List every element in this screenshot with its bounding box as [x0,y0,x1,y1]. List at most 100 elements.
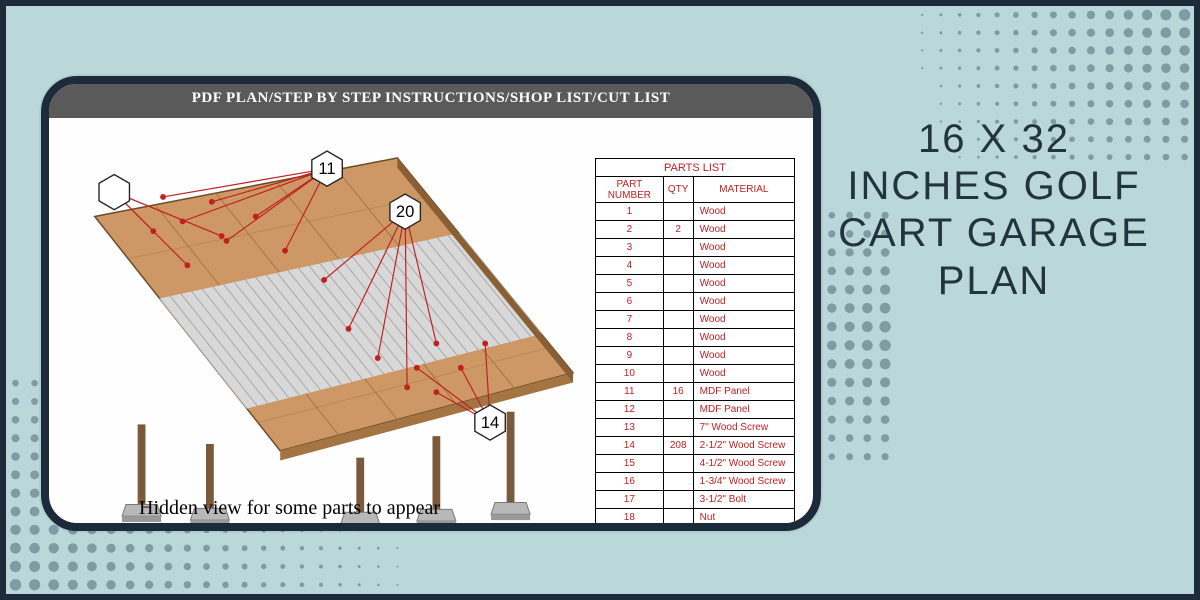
part-number-cell: 13 [596,419,664,437]
part-number-cell: 11 [596,383,664,401]
part-material-cell: Wood [693,275,794,293]
part-number-cell: 3 [596,239,664,257]
part-qty-cell [663,473,693,491]
footing [491,503,530,515]
part-material-cell: Wood [693,347,794,365]
part-material-cell: Nut [693,509,794,527]
part-material-cell: 4-1/2" Wood Screw [693,455,794,473]
part-material-cell: Wood [693,293,794,311]
part-number-cell: 6 [596,293,664,311]
callout-target-dot [433,389,439,395]
part-qty-cell [663,401,693,419]
plan-card: PDF PLAN/STEP BY STEP INSTRUCTIONS/SHOP … [41,76,821,531]
part-qty-cell: 16 [663,383,693,401]
callout-target-dot [209,199,215,205]
part-material-cell: 2-1/2" Wood Screw [693,437,794,455]
part-number-cell: 15 [596,455,664,473]
callout-target-dot [282,248,288,254]
part-qty-cell [663,311,693,329]
callout-label: 20 [396,202,414,221]
parts-list-row: 5 Wood [596,275,795,293]
plan-card-body: 112014 Hidden view for some parts to app… [49,84,813,523]
part-number-cell: 12 [596,401,664,419]
parts-list-row: 15 4-1/2" Wood Screw [596,455,795,473]
callout-target-dot [346,326,352,332]
parts-list-row: 16 1-3/4" Wood Screw [596,473,795,491]
title-line-4: PLAN [834,258,1154,305]
title-line-3: CART GARAGE [834,210,1154,257]
callout-target-dot [375,355,381,361]
parts-list-header: PART NUMBER [596,177,664,203]
part-qty-cell [663,491,693,509]
callout-target-dot [404,384,410,390]
callout-target-dot [458,365,464,371]
footing-base [417,521,456,524]
isometric-drawing: 11 20 14 Hidden view for some parts to app… [49,114,609,524]
part-qty-cell [663,329,693,347]
part-number-cell: 8 [596,329,664,347]
hidden-view-note: Hidden view for some parts to appear [139,497,440,520]
title-line-2: INCHES GOLF [834,163,1154,210]
parts-list-row: 6 Wood [596,293,795,311]
parts-list-row: 17 3-1/2" Bolt [596,491,795,509]
callout-target-dot [185,262,191,268]
part-qty-cell [663,239,693,257]
parts-list-row: 14 208 2-1/2" Wood Screw [596,437,795,455]
part-material-cell: Wood [693,365,794,383]
callout-target-dot [219,233,225,239]
infographic-frame: PDF PLAN/STEP BY STEP INSTRUCTIONS/SHOP … [0,0,1200,600]
part-material-cell: MDF Panel [693,401,794,419]
parts-list-row: 1 Wood [596,203,795,221]
callout-label: 14 [481,413,499,432]
callout-target-dot [321,277,327,283]
callout-label: 11 [318,159,335,178]
part-number-cell: 1 [596,203,664,221]
callout-target-dot [160,194,166,200]
parts-list-row: 11 16 MDF Panel [596,383,795,401]
part-number-cell: 16 [596,473,664,491]
parts-list-title: PARTS LIST [596,159,795,177]
part-material-cell: 1-3/4" Wood Screw [693,473,794,491]
callout-target-dot [433,340,439,346]
post [507,412,515,503]
parts-list-row: 9 Wood [596,347,795,365]
title-line-1: 16 X 32 [834,116,1154,163]
parts-list-header: MATERIAL [693,177,794,203]
parts-list-row: 8 Wood [596,329,795,347]
part-material-cell: Wood [693,221,794,239]
parts-list-row: 18 Nut [596,509,795,527]
parts-list-row: 7 Wood [596,311,795,329]
part-qty-cell [663,347,693,365]
part-material-cell: MDF Panel [693,383,794,401]
part-number-cell: 2 [596,221,664,239]
part-number-cell: 18 [596,509,664,527]
part-material-cell: 3-1/2" Bolt [693,491,794,509]
part-material-cell: Wood [693,329,794,347]
callout-target-dot [414,365,420,371]
parts-list-row: 13 7" Wood Screw [596,419,795,437]
parts-list-table: PARTS LISTPART NUMBERQTYMATERIAL 1 Wood … [595,158,795,527]
callout-hexagon [99,175,129,210]
parts-list-row: 3 Wood [596,239,795,257]
part-material-cell: Wood [693,239,794,257]
part-material-cell: 7" Wood Screw [693,419,794,437]
callout-target-dot [482,340,488,346]
part-number-cell: 10 [596,365,664,383]
isometric-svg: 11 20 14 [49,114,609,524]
parts-list-header: QTY [663,177,693,203]
parts-list-row: 4 Wood [596,257,795,275]
part-qty-cell [663,509,693,527]
part-number-cell: 4 [596,257,664,275]
footing-base [491,514,530,520]
part-number-cell: 7 [596,311,664,329]
part-qty-cell [663,257,693,275]
part-qty-cell: 2 [663,221,693,239]
part-qty-cell [663,455,693,473]
part-qty-cell [663,275,693,293]
main-title: 16 X 32 INCHES GOLF CART GARAGE PLAN [834,116,1154,305]
part-number-cell: 5 [596,275,664,293]
part-material-cell: Wood [693,257,794,275]
part-number-cell: 9 [596,347,664,365]
parts-list-row: 12 MDF Panel [596,401,795,419]
part-qty-cell [663,365,693,383]
